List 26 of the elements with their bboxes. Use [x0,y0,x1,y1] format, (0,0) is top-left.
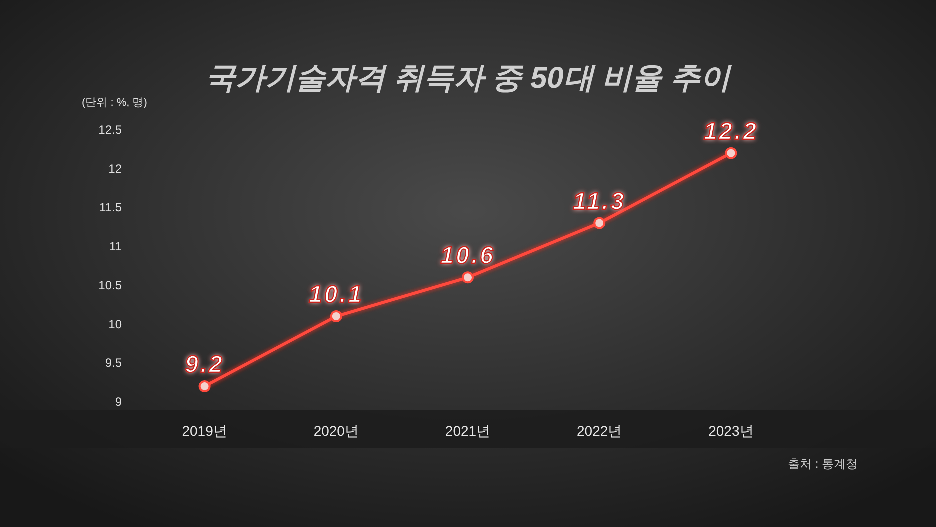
x-tick-label: 2019년 [182,423,228,439]
point [462,272,474,284]
y-tick-label: 12 [108,162,122,176]
y-tick-label: 10.5 [98,278,122,292]
point [330,310,342,323]
x-tick-label: 2022년 [577,423,622,439]
point [725,147,738,160]
source-note: 출처 : 통계청 [788,457,858,471]
data-label: 10.1 [309,282,364,309]
y-tick-label: 9 [115,395,122,409]
x-tick-label: 2023년 [708,423,754,439]
point [198,380,211,392]
y-tick-label: 10 [108,317,122,332]
data-label: 11.3 [573,188,626,216]
x-tick-label: 2021년 [445,423,491,439]
y-tick-label: 12.5 [98,123,122,137]
data-label: 12.2 [704,118,759,146]
chart-title: 국가기술자격 취득자 중 50대 비율 추이 [205,62,733,95]
text: (단위 : %, 명) [82,97,148,109]
data-label: 9.2 [185,351,224,378]
data-label: 10.6 [440,242,496,270]
y-tick-label: 11.5 [100,200,122,215]
y-tick-label: 9.5 [105,356,122,370]
x-tick-label: 2020년 [314,423,359,439]
point [594,217,606,230]
y-tick-label: 11 [110,240,122,254]
